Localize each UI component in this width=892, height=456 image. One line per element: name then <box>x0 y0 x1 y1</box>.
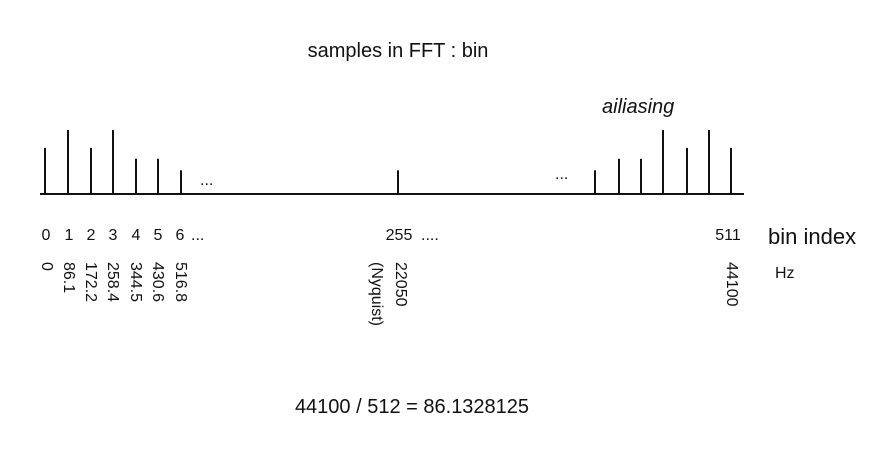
sample-stems <box>44 130 732 194</box>
bin-label-255: 255 <box>385 227 413 244</box>
plot-ellipsis-left: ... <box>200 172 214 189</box>
freq-label-nyquist: 22050 <box>392 262 409 307</box>
freq-label-sample-rate: 44100 <box>723 262 740 307</box>
bin-width-formula: 44100 / 512 = 86.1328125 <box>294 396 530 418</box>
plot-ellipsis-right: ... <box>555 166 569 183</box>
freq-label-2: 172.2 <box>82 262 99 303</box>
aliasing-label: ailiasing <box>602 96 675 118</box>
freq-label-0: 0 <box>38 262 55 271</box>
nyquist-label: (Nyquist) <box>368 262 385 327</box>
freq-label-4: 344.5 <box>127 262 144 303</box>
freq-label-3: 258.4 <box>104 262 121 303</box>
bin-label-3: 3 <box>108 227 118 244</box>
bin-label-2: 2 <box>86 227 96 244</box>
bin-label-0: 0 <box>41 227 51 244</box>
bin-label-5: 5 <box>153 227 163 244</box>
bin-label-511: 511 <box>715 227 741 244</box>
bin-ellipsis-mid: .... <box>421 227 439 244</box>
bin-index-axis-title: bin index <box>768 224 857 249</box>
diagram-title: samples in FFT : bin <box>307 40 489 62</box>
bin-label-1: 1 <box>64 227 74 244</box>
freq-label-5: 430.6 <box>149 262 166 303</box>
hz-unit-label: Hz <box>775 265 795 282</box>
bin-label-6: 6 <box>175 227 185 244</box>
freq-label-6: 516.8 <box>172 262 189 303</box>
bin-ellipsis-low: ... <box>191 227 205 244</box>
bin-label-4: 4 <box>131 227 141 244</box>
freq-label-1: 86.1 <box>60 262 77 294</box>
